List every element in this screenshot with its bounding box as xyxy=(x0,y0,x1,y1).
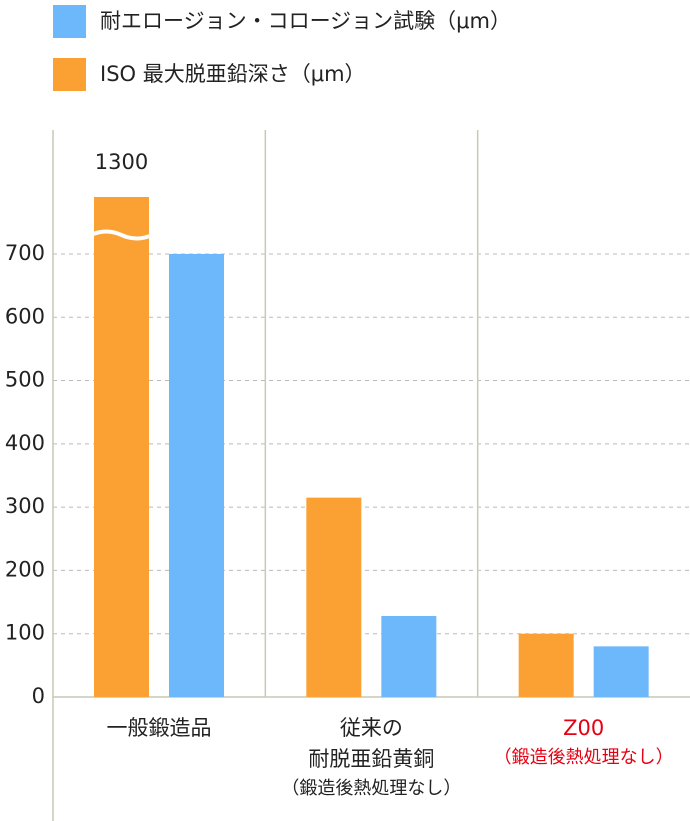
bar xyxy=(306,497,362,697)
bar xyxy=(518,633,574,697)
bar xyxy=(593,646,649,697)
bar xyxy=(381,615,437,697)
legend-swatch xyxy=(53,58,86,91)
bar xyxy=(94,197,149,697)
legend-label: 耐エロージョン・コロージョン試験（μm） xyxy=(100,9,511,33)
y-tick-label: 300 xyxy=(5,494,45,518)
x-tick-label: 耐脱亜鉛黄銅 xyxy=(308,747,434,771)
y-tick-label: 600 xyxy=(5,304,45,328)
x-tick-label: 従来の xyxy=(340,716,403,740)
y-tick-label: 700 xyxy=(5,241,45,265)
y-tick-label: 200 xyxy=(5,557,45,581)
x-tick-label: Z00 xyxy=(563,716,604,740)
value-label: 1300 xyxy=(95,150,148,174)
y-tick-label: 0 xyxy=(32,684,45,708)
bar xyxy=(169,253,224,697)
y-tick-label: 100 xyxy=(5,621,45,645)
legend-swatch xyxy=(53,5,86,38)
legend-label: ISO 最大脱亜鉛深さ（μm） xyxy=(100,62,366,86)
y-tick-label: 500 xyxy=(5,368,45,392)
y-tick-label: 400 xyxy=(5,431,45,455)
x-tick-note: （鍛造後熱処理なし） xyxy=(281,778,461,799)
axis-break xyxy=(90,229,153,241)
x-tick-label: 一般鍛造品 xyxy=(107,716,212,740)
x-tick-note: （鍛造後熱処理なし） xyxy=(494,747,674,768)
